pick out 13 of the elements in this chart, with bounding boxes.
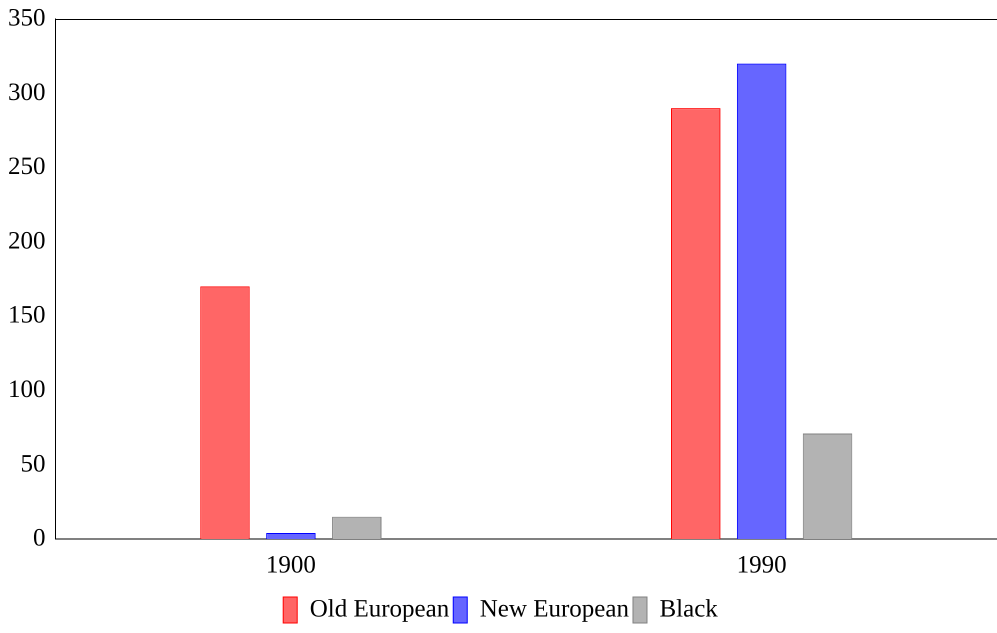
y-tick-label: 250 [8, 153, 46, 180]
legend-label: Old European [310, 596, 450, 623]
y-tick-label: 350 [8, 4, 46, 32]
y-tick-label: 200 [8, 227, 46, 254]
legend-label: New European [480, 596, 630, 623]
y-tick-label: 50 [20, 450, 46, 478]
y-tick-label: 100 [8, 376, 46, 403]
y-tick-label: 300 [8, 78, 46, 106]
y-tick-label: 0 [33, 524, 46, 552]
x-tick-label: 1990 [736, 552, 787, 579]
y-tick-label: 150 [8, 302, 46, 329]
x-tick-label: 1900 [266, 552, 316, 579]
legend-label: Black [659, 596, 718, 623]
